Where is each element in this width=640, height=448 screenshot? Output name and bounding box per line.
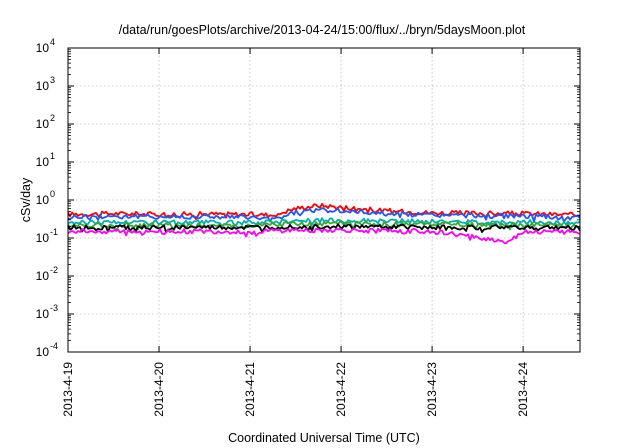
y-tick-label: 10 — [36, 155, 50, 169]
series-line — [67, 223, 581, 234]
y-tick-base: 10 — [36, 193, 50, 207]
y-tick-base: 10 — [36, 155, 50, 169]
series-line — [67, 227, 581, 245]
grid-lines — [68, 48, 580, 352]
series-line — [67, 202, 581, 221]
y-tick-base: 10 — [36, 307, 50, 321]
y-tick-exponent: 3 — [50, 75, 55, 85]
y-tick-exponent: 0 — [50, 189, 55, 199]
y-tick-base: 10 — [36, 345, 50, 359]
series-line — [67, 220, 581, 232]
y-tick-label: 10 — [36, 269, 50, 283]
x-axis-label: Coordinated Universal Time (UTC) — [228, 431, 420, 445]
y-tick-base: 10 — [36, 79, 50, 93]
y-tick-exponent: 4 — [50, 37, 55, 47]
y-tick-label: 10 — [36, 79, 50, 93]
x-tick-label: 2013-4-21 — [243, 362, 257, 417]
y-tick-label: 10 — [36, 41, 50, 55]
y-axis-label: cSv/day — [19, 177, 33, 222]
x-tick-labels: 2013-4-19 2013-4-20 2013-4-21 2013-4-22 2013… — [61, 48, 530, 417]
series-group — [67, 202, 581, 245]
y-tick-label: 10 — [36, 345, 50, 359]
y-tick-base: 10 — [36, 41, 50, 55]
y-tick-exponent: -4 — [50, 341, 58, 351]
x-tick-label: 2013-4-20 — [152, 362, 166, 417]
chart-title: /data/run/goesPlots/archive/2013-04-24/1… — [119, 23, 526, 37]
y-tick-base: 10 — [36, 117, 50, 131]
x-tick-label: 2013-4-19 — [61, 362, 75, 417]
y-tick-label: 10 — [36, 307, 50, 321]
y-tick-exponent: -1 — [50, 227, 58, 237]
y-tick-base: 10 — [36, 269, 50, 283]
y-tick-exponent: -3 — [50, 303, 58, 313]
x-tick-label: 2013-4-22 — [334, 362, 348, 417]
x-tick-label: 2013-4-23 — [425, 362, 439, 417]
y-tick-label: 10 — [36, 193, 50, 207]
y-tick-exponent: 2 — [50, 113, 55, 123]
y-tick-base: 10 — [36, 231, 50, 245]
y-tick-label: 10 — [36, 117, 50, 131]
y-tick-exponent: -2 — [50, 265, 58, 275]
series-line — [67, 207, 581, 223]
y-tick-exponent: 1 — [50, 151, 55, 161]
x-tick-label: 2013-4-24 — [516, 362, 530, 417]
y-tick-label: 10 — [36, 231, 50, 245]
